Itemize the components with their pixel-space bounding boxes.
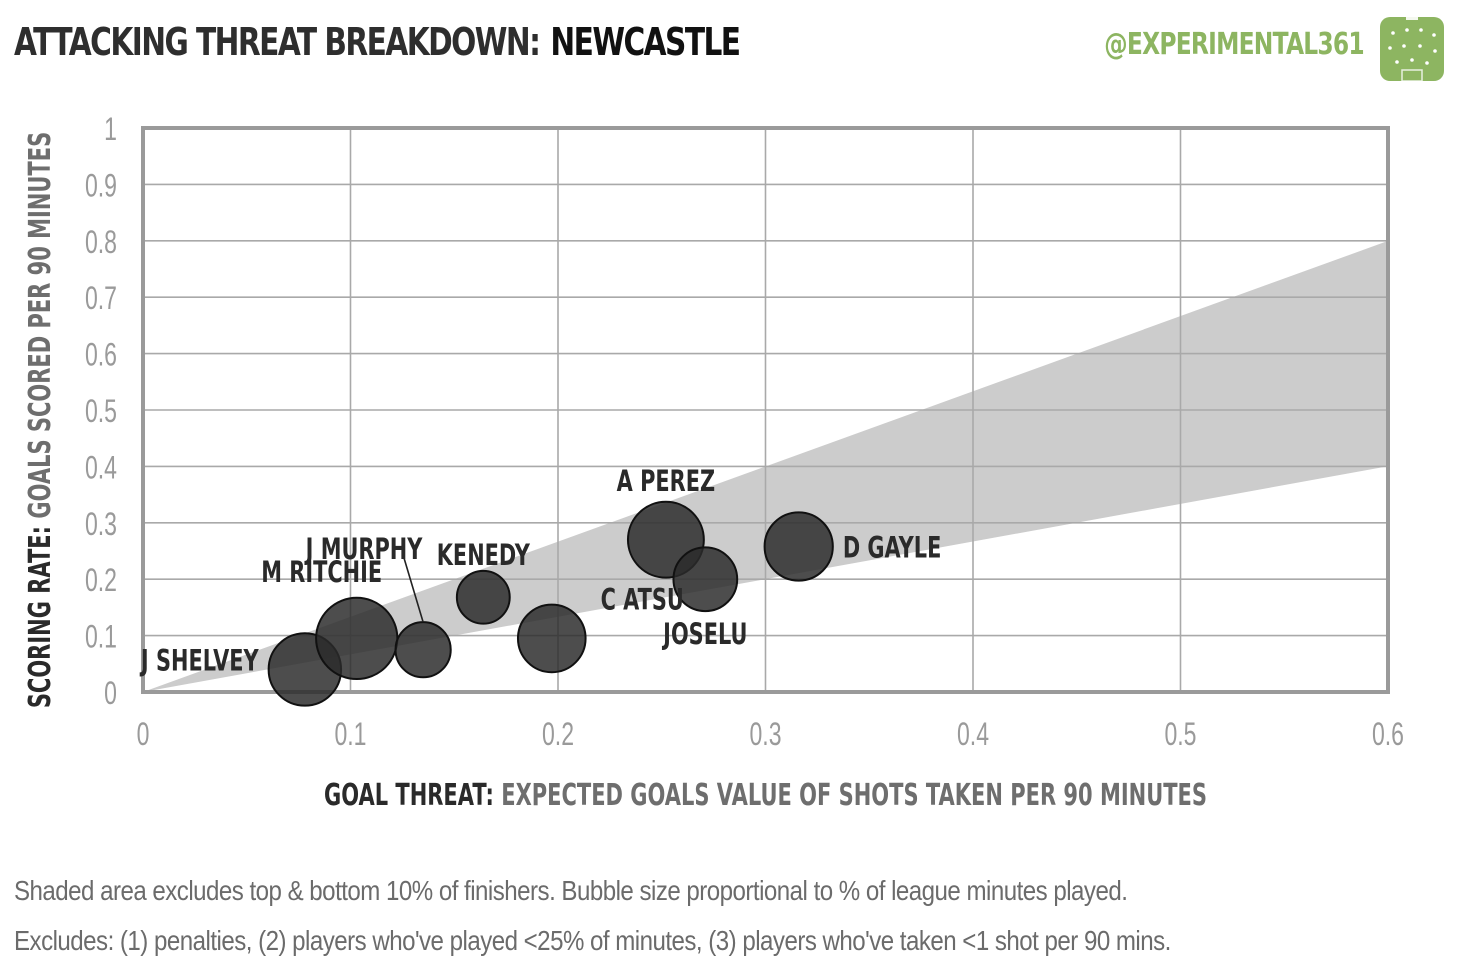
y-tick-label: 0.1 (85, 619, 117, 655)
y-tick-label: 0.5 (85, 393, 117, 429)
y-axis-title-text: GOALS SCORED PER 90 MINUTES (23, 132, 58, 519)
bubble-point (672, 546, 739, 613)
y-tick-label: 0 (104, 675, 117, 711)
scatter-chart: 0 0.1 0.2 0.3 0.4 0.5 0.6 0.7 0.8 0.9 1 0 0.1 0.2 0.3 0… (23, 111, 1404, 813)
y-axis-title: SCORING RATE: GOALS SCORED PER 90 MINUTE… (23, 132, 58, 708)
y-tick-label: 0.3 (85, 506, 117, 542)
y-tick-label: 0.6 (85, 337, 117, 373)
data-label: J MURPHY (304, 533, 423, 566)
y-tick-label: 0.8 (85, 224, 117, 260)
data-label: J SHELVEY (139, 644, 259, 677)
bubble-point (455, 569, 511, 625)
footnote-exclusions: Excludes: (1) penalties, (2) players who… (14, 925, 1171, 956)
x-tick-label: 0.3 (749, 716, 781, 752)
footnotes: Shaded area excludes top & bottom 10% of… (14, 866, 1171, 966)
title-team: NEWCASTLE (550, 20, 741, 64)
data-label: D GAYLE (843, 531, 942, 564)
data-label: JOSELU (662, 618, 748, 651)
y-tick-label: 0.2 (85, 563, 117, 599)
x-axis-title-bold: GOAL THREAT: (324, 778, 501, 813)
x-tick-label: 0.1 (334, 716, 366, 752)
x-axis-title: GOAL THREAT: EXPECTED GOALS VALUE OF SHO… (324, 778, 1207, 813)
y-tick-label: 0.4 (85, 450, 117, 486)
label-leader-line (403, 557, 424, 623)
plot-frame (141, 126, 1390, 694)
bubble-point (394, 621, 452, 679)
y-tick-label: 1 (104, 111, 117, 147)
chart-title: ATTACKING THREAT BREAKDOWN: NEWCASTLE (14, 20, 741, 64)
x-tick-label: 0.5 (1164, 716, 1196, 752)
x-tick-label: 0 (137, 716, 150, 752)
bubble-point (516, 603, 587, 674)
bubble-point (315, 596, 399, 681)
y-tick-label: 0.9 (85, 168, 117, 204)
data-label: A PEREZ (617, 464, 715, 497)
data-label: C ATSU (601, 583, 684, 616)
data-label: M RITCHIE (261, 555, 382, 588)
brand-handle: @EXPERIMENTAL361 (1104, 27, 1364, 62)
x-tick-label: 0.4 (957, 716, 989, 752)
y-tick-label: 0.7 (85, 281, 117, 317)
bubble-point (763, 511, 834, 582)
y-axis-title-bold: SCORING RATE: (23, 519, 58, 709)
x-tick-label: 0.2 (542, 716, 574, 752)
x-axis-title-text: EXPECTED GOALS VALUE OF SHOTS TAKEN PER … (501, 778, 1207, 813)
data-label: KENEDY (437, 538, 531, 571)
title-prefix: ATTACKING THREAT BREAKDOWN: (14, 20, 541, 64)
x-tick-label: 0.6 (1372, 716, 1404, 752)
brand-logo-icon (1380, 15, 1444, 82)
footnote-band: Shaded area excludes top & bottom 10% of… (14, 875, 1128, 906)
